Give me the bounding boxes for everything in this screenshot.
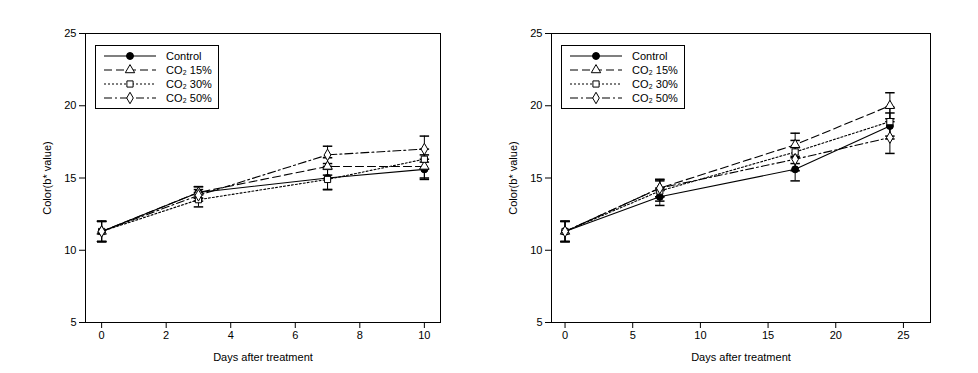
svg-text:10: 10 [64, 244, 76, 256]
svg-text:0: 0 [562, 329, 568, 341]
svg-text:5: 5 [70, 316, 76, 328]
html-text:Control: Control [632, 50, 668, 62]
svg-text:6: 6 [292, 329, 298, 341]
html-text:CO₂ 30%: CO₂ 30% [632, 78, 678, 90]
svg-text:4: 4 [228, 329, 234, 341]
svg-text:20: 20 [830, 329, 842, 341]
svg-text:10: 10 [694, 329, 706, 341]
svg-text:25: 25 [897, 329, 909, 341]
svg-text:25: 25 [530, 27, 542, 39]
html-text:CO₂ 30%: CO₂ 30% [166, 78, 212, 90]
svg-text:10: 10 [418, 329, 430, 341]
svg-text:8: 8 [357, 329, 363, 341]
html-text:CO₂ 50%: CO₂ 50% [632, 92, 678, 104]
svg-text:5: 5 [630, 329, 636, 341]
svg-text:10: 10 [530, 244, 542, 256]
html-text:CO₂ 15%: CO₂ 15% [632, 64, 678, 76]
svg-text:25: 25 [64, 27, 76, 39]
svg-text:15: 15 [762, 329, 774, 341]
html-text:CO₂ 15%: CO₂ 15% [166, 64, 212, 76]
svg-text:0: 0 [99, 329, 105, 341]
html-text:CO₂ 50%: CO₂ 50% [166, 92, 212, 104]
svg-text:2: 2 [163, 329, 169, 341]
svg-text:20: 20 [530, 99, 542, 111]
svg-text:Color(b* value): Color(b* value) [507, 141, 519, 214]
html-text:Control: Control [166, 50, 202, 62]
svg-text:Days after treatment: Days after treatment [213, 351, 313, 363]
svg-text:15: 15 [530, 172, 542, 184]
svg-text:5: 5 [536, 316, 542, 328]
svg-text:20: 20 [64, 99, 76, 111]
svg-text:Color(b* value): Color(b* value) [41, 141, 53, 214]
svg-text:15: 15 [64, 172, 76, 184]
svg-text:Days after treatment: Days after treatment [691, 351, 791, 363]
